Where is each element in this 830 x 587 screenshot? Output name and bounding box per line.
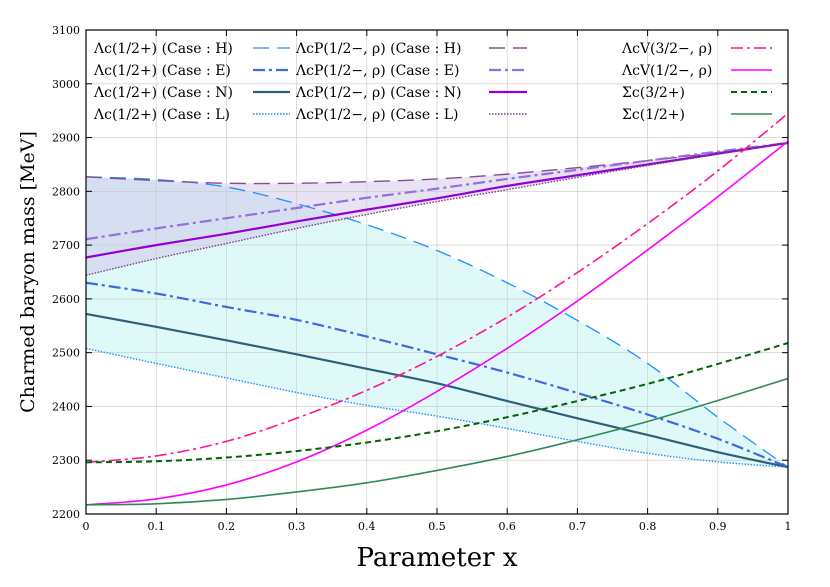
legend-item-cp-1-2-case-e: ΛcP(1/2−, ρ) (Case : E) xyxy=(295,63,527,79)
series-line-cp-1-2-case-e xyxy=(85,141,789,241)
legend-label: Λc(1/2+) (Case : H) xyxy=(93,41,233,57)
series-line-c-1-2-case-e xyxy=(85,281,789,469)
series-line-c-1-2-case-l xyxy=(85,347,789,468)
y-tick-label: 3100 xyxy=(52,24,80,37)
legend-item-cv-3-2: ΛcV(3/2−, ρ) xyxy=(621,41,772,57)
x-tick-label: 0.4 xyxy=(358,520,376,533)
legend-item-cp-1-2-case-h: ΛcP(1/2−, ρ) (Case : H) xyxy=(295,41,527,57)
y-tick-label: 2400 xyxy=(52,400,80,413)
legend-label: Λc(1/2+) (Case : E) xyxy=(93,63,231,79)
x-tick-label: 0.1 xyxy=(147,520,165,533)
legend-label: Σc(3/2+) xyxy=(622,85,685,101)
legend-label: ΛcP(1/2−, ρ) (Case : L) xyxy=(295,107,459,123)
series-line-cp-1-2-case-n xyxy=(85,141,789,259)
y-tick-label: 2900 xyxy=(52,132,80,145)
y-axis-title: Charmed baryon mass [MeV] xyxy=(17,131,39,413)
legend: Λc(1/2+) (Case : H) Λc(1/2+) (Case : E) Λc… xyxy=(93,41,772,123)
legend-label: Λc(1/2+) (Case : N) xyxy=(93,85,233,101)
y-tick-label: 2600 xyxy=(52,293,80,306)
legend-item-c-1-2: Σc(1/2+) xyxy=(622,107,772,123)
legend-item-cp-1-2-case-l: ΛcP(1/2−, ρ) (Case : L) xyxy=(295,107,527,123)
series-line-c-3-2 xyxy=(85,342,789,464)
x-tick-label: 0.7 xyxy=(569,520,587,533)
legend-item-c-1-2-case-h: Λc(1/2+) (Case : H) xyxy=(93,41,290,57)
series-layer xyxy=(85,112,789,506)
y-tick-label: 2700 xyxy=(52,239,80,252)
series-line-c-1-2 xyxy=(85,377,789,506)
x-tick-label: 0.3 xyxy=(288,520,306,533)
series-line-cp-1-2-case-h xyxy=(85,142,789,185)
x-tick-label: 1 xyxy=(785,520,792,533)
legend-item-cp-1-2-case-n: ΛcP(1/2−, ρ) (Case : N) xyxy=(295,85,527,101)
y-tick-label: 2500 xyxy=(52,347,80,360)
legend-label: ΛcV(3/2−, ρ) xyxy=(621,41,712,57)
legend-item-c-1-2-case-l: Λc(1/2+) (Case : L) xyxy=(93,107,290,123)
y-tick-label: 2300 xyxy=(52,454,80,467)
x-tick-label: 0.9 xyxy=(709,520,727,533)
x-tick-label: 0 xyxy=(83,520,90,533)
y-tick-label: 2800 xyxy=(52,185,80,198)
legend-label: ΛcP(1/2−, ρ) (Case : H) xyxy=(295,41,461,57)
legend-label: Σc(1/2+) xyxy=(622,107,685,123)
axis-ticks: 0 0.1 0.2 0.3 0.4 0.5 0.6 0.7 0.8 0.9 1 2200 2300 240… xyxy=(52,24,792,533)
legend-label: ΛcP(1/2−, ρ) (Case : E) xyxy=(295,63,459,79)
x-tick-label: 0.2 xyxy=(218,520,236,533)
series-line-cv-1-2 xyxy=(85,140,789,506)
series-line-c-1-2-case-h xyxy=(85,176,789,468)
x-axis-title: Parameter x xyxy=(357,543,518,573)
series-line-c-1-2-case-n xyxy=(85,312,789,469)
x-tick-label: 0.5 xyxy=(428,520,446,533)
legend-item-c-1-2-case-e: Λc(1/2+) (Case : E) xyxy=(93,63,290,79)
x-tick-label: 0.8 xyxy=(639,520,657,533)
series-line-cv-3-2 xyxy=(85,112,789,464)
legend-label: ΛcP(1/2−, ρ) (Case : N) xyxy=(295,85,461,101)
y-tick-label: 2200 xyxy=(52,508,80,521)
legend-item-cv-1-2: ΛcV(1/2−, ρ) xyxy=(621,63,772,79)
legend-label: Λc(1/2+) (Case : L) xyxy=(93,107,230,123)
legend-item-c-1-2-case-n: Λc(1/2+) (Case : N) xyxy=(93,85,290,101)
legend-item-c-3-2: Σc(3/2+) xyxy=(622,85,772,101)
x-tick-label: 0.6 xyxy=(498,520,516,533)
legend-label: ΛcV(1/2−, ρ) xyxy=(621,63,712,79)
y-tick-label: 3000 xyxy=(52,78,80,91)
